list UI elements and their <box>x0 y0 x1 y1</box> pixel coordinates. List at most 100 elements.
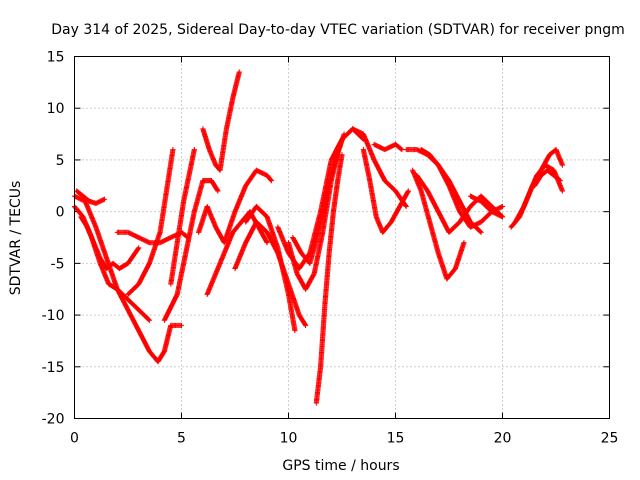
data-point <box>287 241 290 244</box>
data-point <box>148 262 151 265</box>
data-point <box>159 241 161 244</box>
data-point <box>148 350 151 353</box>
data-point <box>127 293 129 296</box>
y-tick-label: -5 <box>51 256 65 272</box>
data-point <box>217 190 219 192</box>
data-point <box>99 257 101 259</box>
data-point <box>448 231 450 234</box>
data-point <box>334 159 337 161</box>
data-point <box>304 324 307 327</box>
data-point <box>546 169 549 172</box>
data-point <box>255 221 258 223</box>
data-point <box>176 241 179 244</box>
series-arc-25 <box>467 193 506 220</box>
data-point <box>163 350 166 353</box>
data-point <box>95 202 97 205</box>
x-tick-label: 20 <box>494 431 512 447</box>
data-point <box>137 329 140 332</box>
data-point <box>553 169 555 172</box>
series-arc-1 <box>71 193 185 365</box>
data-point <box>437 164 440 166</box>
data-point <box>232 231 234 234</box>
data-point <box>561 190 564 192</box>
data-point <box>148 319 151 322</box>
data-point <box>214 164 217 166</box>
data-point <box>319 365 322 368</box>
data-point <box>480 200 482 203</box>
data-point <box>555 148 557 151</box>
data-point <box>411 169 414 172</box>
data-point <box>118 267 121 270</box>
data-point <box>116 288 119 291</box>
data-point <box>163 319 166 322</box>
data-point <box>202 128 204 130</box>
data-point <box>437 252 440 254</box>
data-point <box>172 148 174 151</box>
data-point <box>559 179 562 182</box>
data-point <box>180 324 183 327</box>
data-point <box>234 267 236 270</box>
data-point <box>105 257 108 259</box>
data-series <box>71 69 566 406</box>
data-point <box>214 272 217 275</box>
data-point <box>523 205 525 208</box>
plot-frame <box>74 56 610 419</box>
data-point <box>401 148 403 151</box>
data-point <box>384 148 386 151</box>
data-point <box>373 143 375 146</box>
data-point <box>362 148 365 151</box>
data-point <box>373 159 375 161</box>
data-point <box>234 210 236 213</box>
series-markers <box>512 146 566 225</box>
data-point <box>184 252 187 254</box>
data-point <box>480 195 482 197</box>
data-point <box>127 262 129 265</box>
data-point <box>390 221 393 223</box>
data-point <box>328 252 330 254</box>
data-point <box>86 226 89 228</box>
series-arc-9 <box>200 69 242 173</box>
data-point <box>381 231 384 234</box>
data-point <box>458 200 461 203</box>
series-arc-11 <box>204 209 270 297</box>
data-point <box>116 231 119 234</box>
data-point <box>553 174 555 177</box>
x-tick-label: 15 <box>387 431 405 447</box>
y-tick-label: -10 <box>42 308 65 324</box>
data-point <box>255 205 258 208</box>
data-point <box>561 164 564 166</box>
data-point <box>480 221 482 223</box>
data-point <box>148 241 151 244</box>
data-point <box>296 272 298 275</box>
data-point <box>491 210 493 213</box>
series-arc-3 <box>74 188 108 206</box>
data-point <box>82 195 84 197</box>
series-markers <box>161 178 221 323</box>
x-tick-label: 25 <box>601 431 619 447</box>
data-point <box>105 267 108 270</box>
data-point <box>491 205 493 208</box>
data-point <box>223 241 226 244</box>
x-tick-label: 10 <box>280 431 298 447</box>
data-point <box>501 205 504 208</box>
data-point <box>127 309 129 311</box>
data-point <box>351 128 354 130</box>
series-arc-15 <box>313 152 345 406</box>
data-point <box>458 221 461 223</box>
data-point <box>189 169 191 172</box>
data-point <box>92 241 95 244</box>
data-point <box>407 190 410 192</box>
data-point <box>458 210 461 213</box>
chart-title: Day 314 of 2025, Sidereal Day-to-day VTE… <box>51 22 625 38</box>
data-point <box>277 247 279 249</box>
series-arc-7 <box>161 178 221 323</box>
data-point <box>266 231 268 234</box>
data-point <box>324 303 326 306</box>
data-point <box>369 179 371 182</box>
data-point <box>330 159 333 161</box>
data-point <box>469 195 472 197</box>
data-point <box>219 169 221 172</box>
data-point <box>384 179 386 182</box>
data-point <box>208 148 211 151</box>
